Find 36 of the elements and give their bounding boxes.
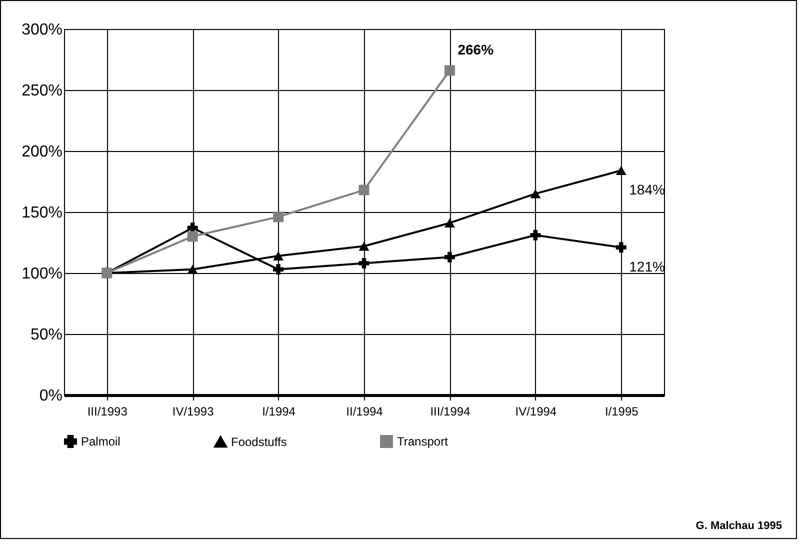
- point: [444, 65, 455, 76]
- x-tick-label: I/1994: [262, 404, 296, 418]
- point: [616, 166, 626, 176]
- y-tick-label: 0%: [39, 388, 62, 404]
- x-tick-label: II/1994: [346, 404, 384, 418]
- point: [273, 251, 284, 260]
- y-tick-label: 100%: [22, 266, 62, 282]
- y-tick-label: 150%: [22, 204, 62, 222]
- x-tick-label: IV/1994: [515, 404, 557, 418]
- x-tick-label: I/1995: [604, 404, 639, 418]
- point: [273, 264, 284, 275]
- y-tick-label: 200%: [22, 144, 62, 160]
- point: [358, 258, 370, 268]
- x-tick-label: III/1993: [87, 404, 128, 418]
- y-tick-label: 250%: [22, 82, 62, 100]
- point: [187, 231, 198, 242]
- legend-label: Palmoil: [81, 434, 120, 449]
- point: [358, 184, 370, 196]
- point: [530, 230, 541, 240]
- legend-label: Foodstuffs: [231, 434, 287, 449]
- point: [358, 242, 370, 251]
- data-label: 184%: [629, 182, 665, 198]
- data-label: 121%: [629, 258, 665, 274]
- point: [530, 189, 541, 198]
- x-tick-label: III/1994: [430, 404, 471, 418]
- point: [616, 242, 626, 253]
- y-tick-label: 300%: [22, 22, 62, 38]
- y-tick-label: 50%: [30, 326, 62, 344]
- point: [273, 212, 284, 222]
- legend-label: Transport: [397, 434, 449, 449]
- point: [444, 218, 455, 228]
- x-tick-label: IV/1993: [172, 404, 214, 418]
- point: [444, 252, 455, 262]
- text: G. Malchau 1995: [696, 520, 782, 532]
- point: [187, 264, 198, 274]
- data-label: 266%: [458, 41, 494, 58]
